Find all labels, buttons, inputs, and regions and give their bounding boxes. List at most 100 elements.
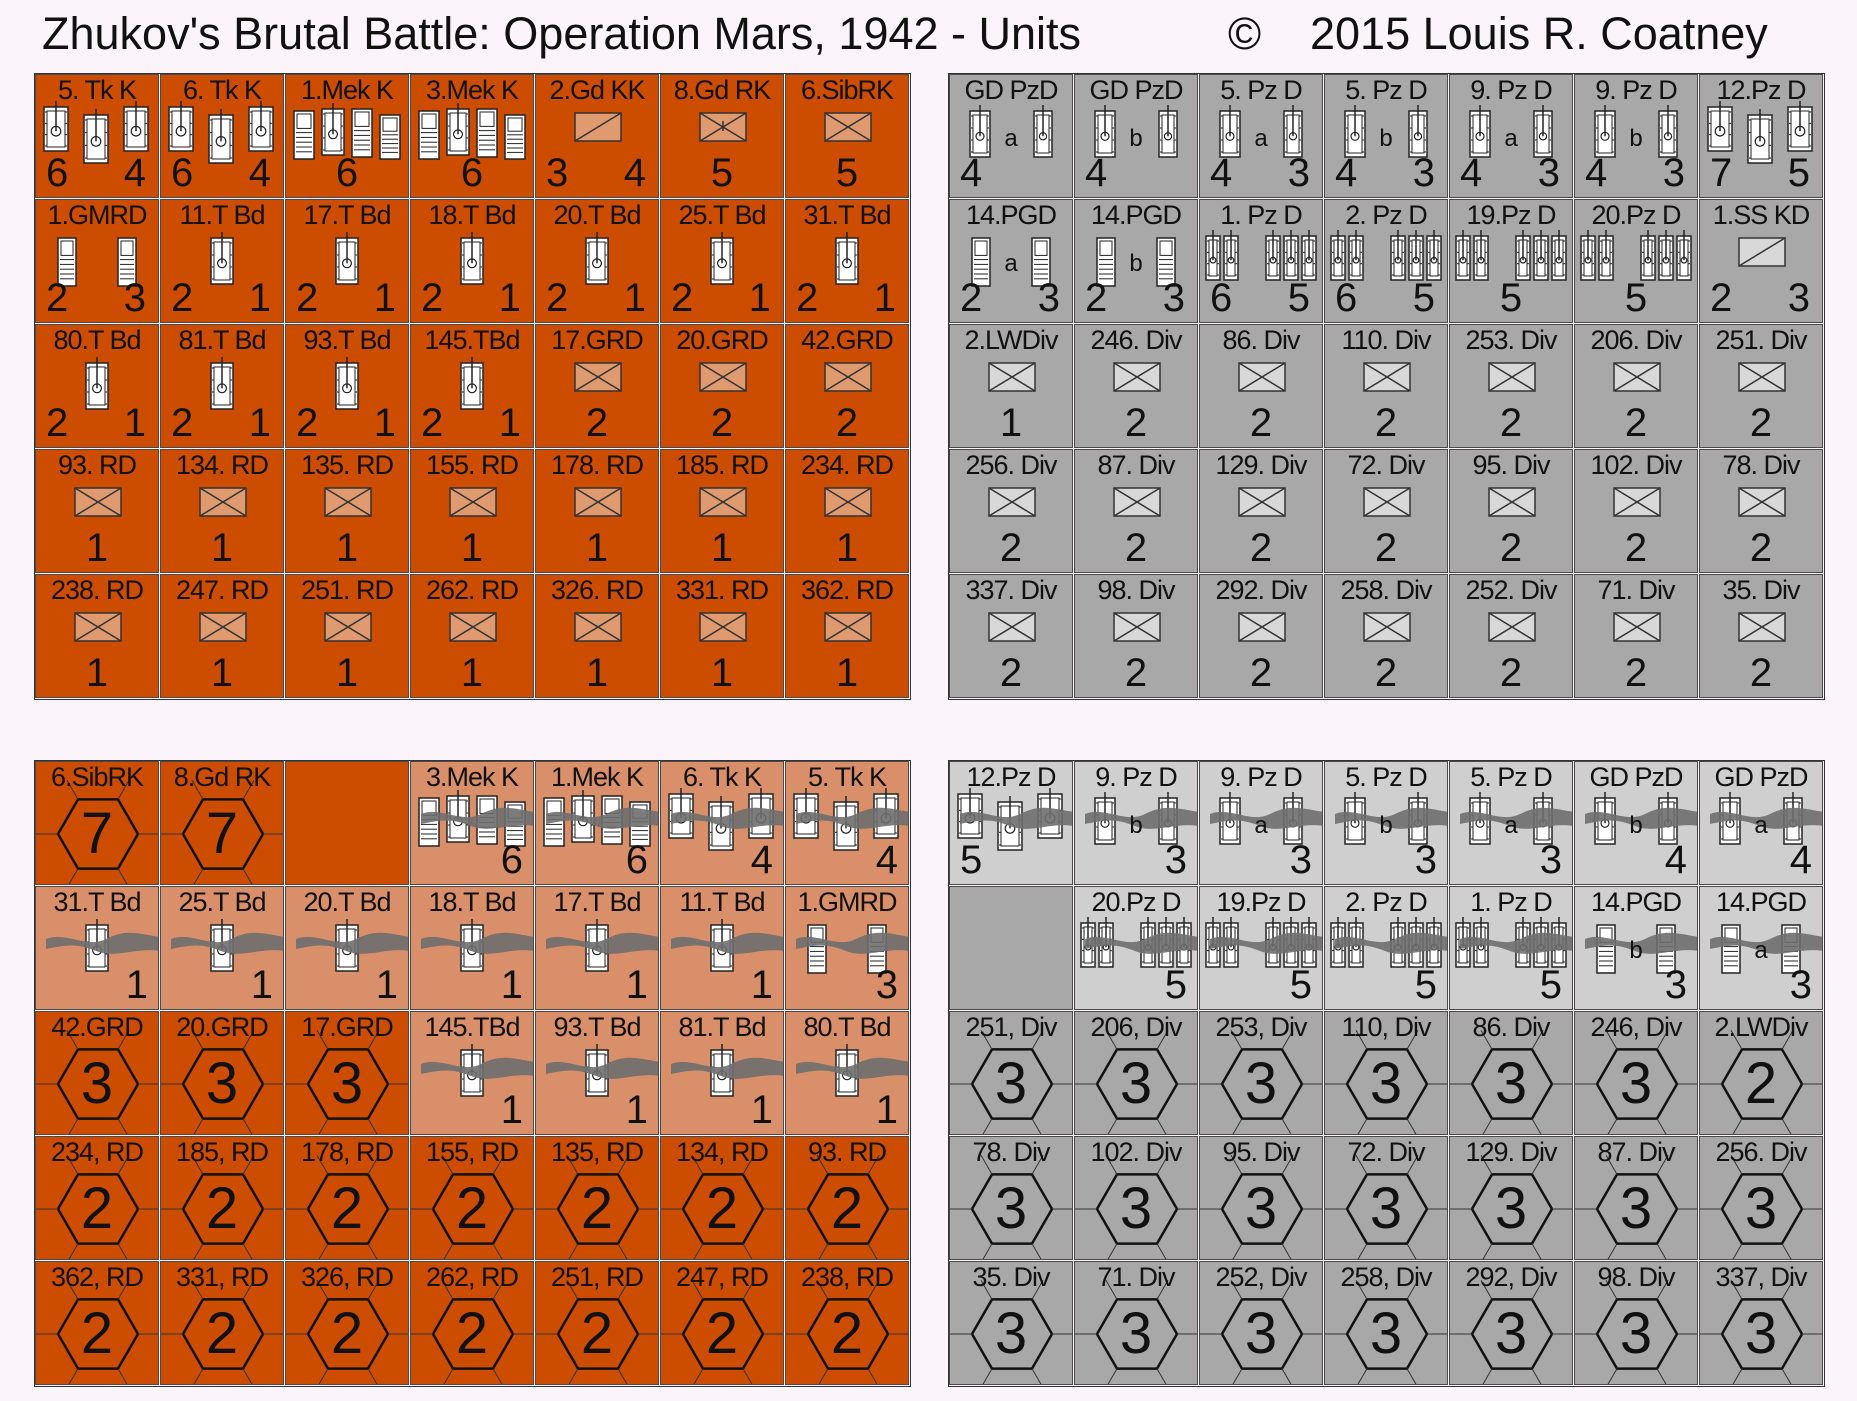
strength-value: 1	[460, 526, 484, 570]
unit-counter: 81.T Bd 1	[660, 1011, 784, 1135]
unit-symbol	[1710, 792, 1822, 845]
unit-symbol	[574, 112, 622, 142]
movement-value: 6	[500, 838, 523, 882]
unit-counter: 17.GRD 3	[285, 1011, 409, 1135]
hex-icon	[1200, 1030, 1322, 1134]
unit-name: 292. Div	[1215, 575, 1307, 605]
unit-counter: 337, Div 3	[1699, 1261, 1823, 1385]
unit-name: GD PzD	[1089, 75, 1183, 105]
movement-value: 1	[250, 963, 273, 1007]
unit-name: 5. Pz D	[1220, 75, 1303, 105]
unit-name: 95. Div	[1222, 1137, 1300, 1167]
unit-symbol	[286, 1280, 408, 1384]
hex-icon	[786, 1280, 908, 1384]
morale-value: 7	[80, 801, 114, 866]
smoke-trail-icon	[1460, 807, 1572, 829]
morale-value: 3	[1119, 1301, 1153, 1366]
tank-icon	[1551, 230, 1567, 281]
movement-value: 1	[500, 963, 523, 1007]
hex-icon	[36, 1280, 158, 1384]
unit-symbol	[1575, 1155, 1697, 1259]
unit-counter: 134. RD 1	[160, 449, 284, 573]
unit-counter: 14.PGD 3 b	[1574, 886, 1698, 1010]
attack-strength: 6	[171, 151, 194, 195]
unit-counter: 19.Pz D 5	[1449, 199, 1573, 323]
hex-icon	[1575, 1280, 1697, 1384]
hex-icon	[1450, 1030, 1572, 1134]
smoke-trail-icon	[46, 932, 158, 954]
unit-symbol	[161, 1155, 283, 1259]
hex-icon	[1450, 1155, 1572, 1259]
unit-name: 258, Div	[1340, 1262, 1432, 1292]
unit-counter: 17.T Bd 2 1	[285, 199, 409, 323]
unit-name: 17.GRD	[301, 1012, 394, 1042]
unit-counter: 292. Div 2	[1199, 574, 1323, 698]
hex-icon	[286, 1280, 408, 1384]
unit-symbol	[661, 1155, 783, 1259]
tank-icon	[1787, 101, 1813, 152]
strength-value: 2	[1749, 526, 1773, 570]
hex-icon	[161, 1280, 283, 1384]
unit-name: 72. Div	[1347, 450, 1425, 480]
unit-counter: 86. Div 3	[1449, 1011, 1573, 1135]
unit-name: GD PzD	[964, 75, 1058, 105]
hex-icon	[1700, 1280, 1822, 1384]
unit-name: 25.T Bd	[178, 887, 266, 917]
morale-value: 2	[205, 1301, 239, 1366]
attack-strength: 3	[546, 151, 569, 195]
unit-symbol	[85, 357, 109, 410]
movement-value: 4	[623, 151, 646, 195]
hex-icon	[161, 1155, 283, 1259]
truck-icon	[807, 924, 827, 974]
hex-icon	[1075, 1030, 1197, 1134]
strength-value: 2	[1124, 401, 1148, 445]
infantry-symbol-icon	[1238, 362, 1286, 392]
hex-icon	[1325, 1280, 1447, 1384]
unit-symbol	[1330, 917, 1447, 968]
morale-value: 3	[1369, 1301, 1403, 1366]
unit-name: 11.T Bd	[179, 200, 265, 230]
movement-value: 1	[248, 401, 271, 445]
smoke-trail-icon	[171, 932, 283, 954]
morale-value: 2	[80, 1176, 114, 1241]
morale-value: 3	[1619, 1176, 1653, 1241]
infantry-symbol-icon	[699, 487, 747, 517]
unit-counter: 31.T Bd 1	[35, 886, 159, 1010]
unit-symbol	[418, 790, 533, 847]
unit-symbol	[1700, 1155, 1822, 1259]
unit-name: 251, Div	[965, 1012, 1057, 1042]
unit-symbol	[1205, 230, 1317, 281]
unit-name: 135, RD	[550, 1137, 644, 1167]
tank-icon	[1408, 230, 1424, 281]
strength-value: 5	[710, 151, 734, 195]
attack-strength: 4	[960, 151, 983, 195]
unit-name: 14.PGD	[1090, 200, 1182, 230]
unit-variant: b	[1629, 125, 1643, 152]
unit-counter: 251, RD 2	[535, 1261, 659, 1385]
infantry-symbol-icon	[824, 362, 872, 392]
hex-icon	[161, 1030, 283, 1134]
unit-counter: 206. Div 2	[1574, 324, 1698, 448]
unit-counter: GD PzD 4 b	[1074, 74, 1198, 198]
unit-name: 135. RD	[300, 450, 394, 480]
unit-counter: 5. Tk K 6 4	[35, 74, 159, 198]
unit-symbol	[43, 101, 149, 164]
unit-counter: 20.GRD 3	[160, 1011, 284, 1135]
unit-name: 1. Pz D	[1470, 887, 1553, 917]
unit-name: 31.T Bd	[803, 200, 891, 230]
attack-strength: 2	[171, 276, 194, 320]
hex-icon	[1325, 1155, 1447, 1259]
attack-strength: 4	[1210, 151, 1233, 195]
unit-name: 252, Div	[1215, 1262, 1307, 1292]
unit-symbol	[699, 112, 747, 142]
morale-value: 3	[994, 1051, 1028, 1116]
tank-icon	[1219, 792, 1241, 845]
unit-counter: 12.Pz D 5	[949, 761, 1073, 885]
unit-name: 246, Div	[1590, 1012, 1682, 1042]
unit-counter: GD PzD 4 a	[1699, 761, 1823, 885]
german-back-sheet: 12.Pz D 5 9. Pz D 3 b 9. Pz D 3 a 5. Pz D 3 b 5. Pz…	[948, 760, 1825, 1387]
unit-name: 1.GMRD	[797, 887, 897, 917]
unit-counter: 145.TBd 1	[410, 1011, 534, 1135]
attack-strength: 4	[1085, 151, 1108, 195]
